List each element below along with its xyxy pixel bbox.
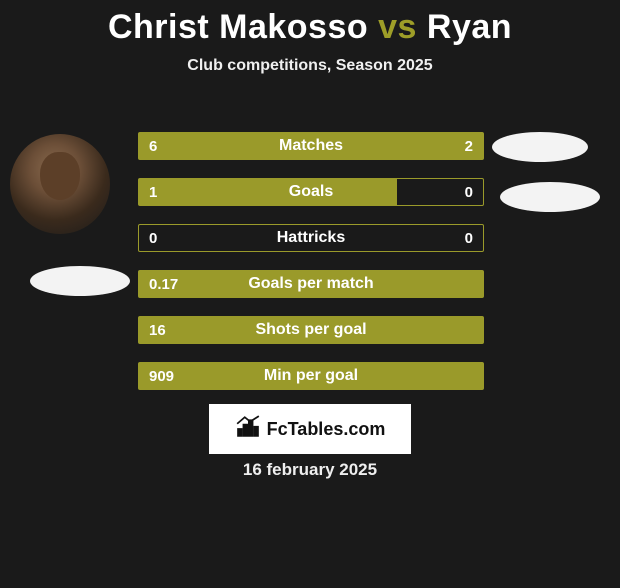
player2-name: Ryan [427,8,512,46]
player1-club-ellipse [30,266,130,296]
page-title: Christ Makosso vs Ryan [0,8,620,47]
stat-value-right: 0 [465,225,473,251]
stat-row: 0.17Goals per match [138,270,484,298]
stats-bars: 6Matches21Goals00Hattricks00.17Goals per… [138,132,484,408]
date-label: 16 february 2025 [0,460,620,480]
player1-name: Christ Makosso [108,8,368,46]
stat-row: 0Hattricks0 [138,224,484,252]
stat-label: Min per goal [139,363,483,389]
player2-avatar-ellipse [492,132,588,162]
subtitle: Club competitions, Season 2025 [0,57,620,75]
fctables-label: FcTables.com [267,419,386,440]
player2-club-ellipse [500,182,600,212]
stat-value-right: 2 [465,133,473,159]
vs-text: vs [378,8,417,46]
stat-label: Goals per match [139,271,483,297]
stat-label: Goals [139,179,483,205]
stat-row: 1Goals0 [138,178,484,206]
stat-value-right: 0 [465,179,473,205]
stat-label: Matches [139,133,483,159]
stat-label: Shots per goal [139,317,483,343]
chart-icon [235,414,261,445]
stat-row: 6Matches2 [138,132,484,160]
stat-label: Hattricks [139,225,483,251]
player1-avatar [10,134,110,234]
fctables-badge: FcTables.com [209,404,411,454]
stat-row: 909Min per goal [138,362,484,390]
stat-row: 16Shots per goal [138,316,484,344]
